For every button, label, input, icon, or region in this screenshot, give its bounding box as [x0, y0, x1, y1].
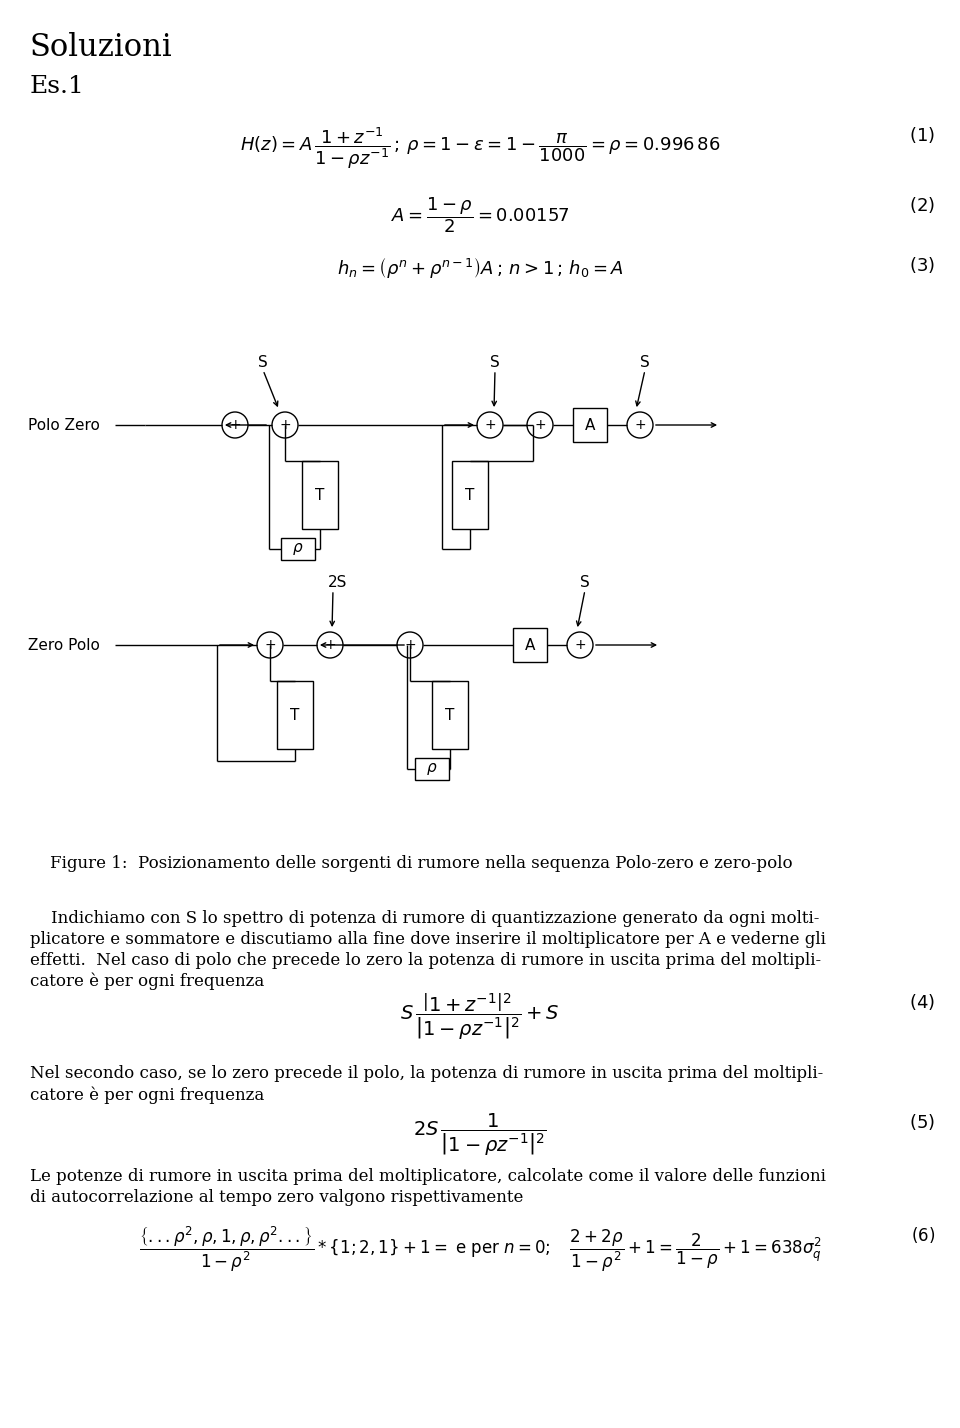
Text: Nel secondo caso, se lo zero precede il polo, la potenza di rumore in uscita pri: Nel secondo caso, se lo zero precede il … — [30, 1065, 824, 1082]
Text: $(4)$: $(4)$ — [909, 992, 935, 1012]
Text: +: + — [484, 418, 495, 433]
Bar — [573, 408, 607, 443]
Bar — [302, 461, 338, 528]
Text: +: + — [635, 418, 646, 433]
Text: Es.1: Es.1 — [30, 76, 84, 99]
Text: effetti.  Nel caso di polo che precede lo zero la potenza di rumore in uscita pr: effetti. Nel caso di polo che precede lo… — [30, 952, 821, 970]
Text: +: + — [324, 638, 336, 653]
Text: Figure 1:  Posizionamento delle sorgenti di rumore nella sequenza Polo-zero e ze: Figure 1: Posizionamento delle sorgenti … — [50, 855, 793, 873]
Text: S: S — [580, 575, 589, 590]
Text: +: + — [574, 638, 586, 653]
Text: A: A — [525, 637, 535, 653]
Text: $h_n = \left(\rho^n + \rho^{n-1}\right)A\,;\,n > 1\,;\,h_0 = A$: $h_n = \left(\rho^n + \rho^{n-1}\right)A… — [337, 256, 623, 280]
Text: $(6)$: $(6)$ — [911, 1225, 935, 1245]
Text: T: T — [466, 487, 474, 503]
Bar — [415, 758, 449, 780]
Text: Zero Polo: Zero Polo — [28, 637, 100, 653]
Text: $(5)$: $(5)$ — [909, 1112, 935, 1132]
Text: T: T — [290, 707, 300, 723]
Text: T: T — [445, 707, 455, 723]
Text: A: A — [585, 417, 595, 433]
Text: $(2)$: $(2)$ — [909, 196, 935, 216]
Bar — [452, 461, 488, 528]
Text: S: S — [258, 356, 268, 370]
Text: $(3)$: $(3)$ — [909, 256, 935, 276]
Text: 2S: 2S — [328, 575, 348, 590]
Text: Soluzioni: Soluzioni — [30, 31, 173, 63]
Text: $\dfrac{\left\{...\rho^2,\rho,1,\rho,\rho^2...\right\}}{1-\rho^2} * \{1;2,1\} + : $\dfrac{\left\{...\rho^2,\rho,1,\rho,\rh… — [138, 1225, 822, 1274]
Text: S: S — [640, 356, 650, 370]
Bar — [277, 681, 313, 750]
Text: $(1)$: $(1)$ — [909, 126, 935, 146]
Text: $H\left(z\right) = A\,\dfrac{1+z^{-1}}{1-\rho z^{-1}}\,;\,\rho = 1 - \varepsilon: $H\left(z\right) = A\,\dfrac{1+z^{-1}}{1… — [240, 126, 720, 171]
Text: S: S — [491, 356, 500, 370]
Text: Indichiamo con S lo spettro di potenza di rumore di quantizzazione generato da o: Indichiamo con S lo spettro di potenza d… — [30, 910, 820, 927]
Text: $S\,\dfrac{\left|1+z^{-1}\right|^2}{\left|1-\rho z^{-1}\right|^2} + S$: $S\,\dfrac{\left|1+z^{-1}\right|^2}{\lef… — [400, 992, 560, 1042]
Text: Polo Zero: Polo Zero — [28, 417, 100, 433]
Text: +: + — [404, 638, 416, 653]
Bar — [513, 628, 547, 663]
Bar — [432, 681, 468, 750]
Text: catore è per ogni frequenza: catore è per ogni frequenza — [30, 1087, 264, 1104]
Text: T: T — [315, 487, 324, 503]
Text: +: + — [264, 638, 276, 653]
Text: catore è per ogni frequenza: catore è per ogni frequenza — [30, 972, 264, 991]
Text: $\rho$: $\rho$ — [426, 761, 438, 777]
Text: di autocorrelazione al tempo zero valgono rispettivamente: di autocorrelazione al tempo zero valgon… — [30, 1190, 523, 1207]
Text: $2S\,\dfrac{1}{\left|1-\rho z^{-1}\right|^2}$: $2S\,\dfrac{1}{\left|1-\rho z^{-1}\right… — [413, 1112, 547, 1158]
Text: Le potenze di rumore in uscita prima del moltiplicatore, calcolate come il valor: Le potenze di rumore in uscita prima del… — [30, 1168, 826, 1185]
Text: +: + — [229, 418, 241, 433]
Text: plicatore e sommatore e discutiamo alla fine dove inserire il moltiplicatore per: plicatore e sommatore e discutiamo alla … — [30, 931, 826, 948]
Text: +: + — [279, 418, 291, 433]
Bar — [281, 538, 315, 560]
Text: $A = \dfrac{1-\rho}{2} = 0.00157$: $A = \dfrac{1-\rho}{2} = 0.00157$ — [391, 196, 569, 234]
Text: +: + — [534, 418, 546, 433]
Text: $\rho$: $\rho$ — [292, 541, 303, 557]
